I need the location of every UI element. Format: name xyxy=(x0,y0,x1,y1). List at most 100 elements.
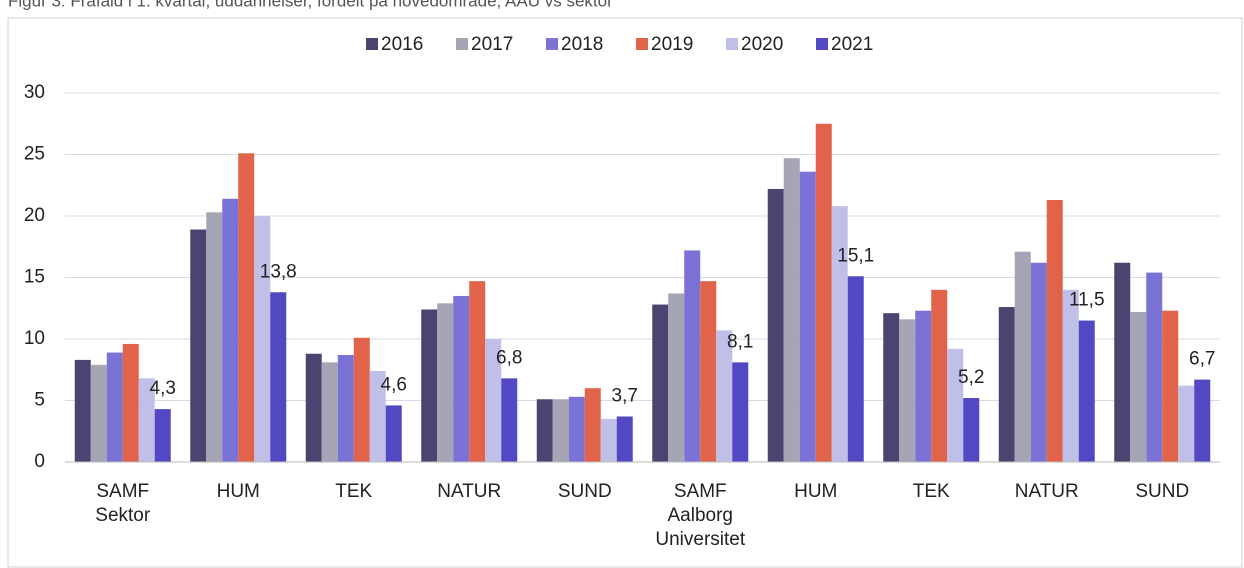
bar xyxy=(799,171,816,462)
bar xyxy=(138,378,155,462)
bar xyxy=(90,364,107,462)
chart-frame xyxy=(7,17,1243,568)
bar xyxy=(1078,320,1095,462)
bar xyxy=(931,289,948,462)
y-tick-label: 30 xyxy=(24,82,45,103)
bar xyxy=(190,229,207,462)
bar xyxy=(1030,262,1047,462)
bar xyxy=(616,416,633,462)
legend-swatch xyxy=(726,38,738,50)
bar xyxy=(831,206,848,462)
bar xyxy=(732,362,749,462)
bar xyxy=(270,292,287,462)
bar xyxy=(883,313,900,462)
bar xyxy=(453,295,470,462)
bar xyxy=(353,337,370,462)
bar xyxy=(74,359,91,462)
bar xyxy=(652,304,669,462)
legend-swatch xyxy=(546,38,558,50)
bar xyxy=(1014,251,1031,462)
bar xyxy=(337,354,354,462)
data-label: 6,7 xyxy=(1189,349,1215,370)
x-tick-label: HUM xyxy=(794,481,837,502)
x-tick-label: TEK xyxy=(335,481,372,502)
data-label: 11,5 xyxy=(1069,290,1105,311)
data-label: 8,1 xyxy=(727,331,753,352)
legend-label: 2018 xyxy=(561,34,603,55)
bar xyxy=(684,250,701,462)
legend-label: 2016 xyxy=(381,34,423,55)
bar xyxy=(1062,289,1079,462)
bar xyxy=(1046,200,1063,462)
bar xyxy=(254,216,271,462)
bar xyxy=(899,319,916,462)
bar xyxy=(584,388,601,462)
data-label: 3,7 xyxy=(612,386,638,407)
bar xyxy=(1178,385,1195,462)
bar xyxy=(552,399,569,462)
bar xyxy=(501,378,518,462)
bar xyxy=(1146,272,1163,462)
data-label: 4,3 xyxy=(150,378,176,399)
x-tick-label: SUND xyxy=(1135,481,1189,502)
x-tick-label: TEK xyxy=(913,481,950,502)
bar xyxy=(421,309,438,462)
data-label: 6,8 xyxy=(496,347,522,368)
legend-label: 2021 xyxy=(831,34,873,55)
bar xyxy=(700,281,717,462)
bar xyxy=(122,343,139,462)
x-tick-label: Universitet xyxy=(655,529,745,550)
legend-label: 2017 xyxy=(471,34,513,55)
x-tick-label: NATUR xyxy=(1015,481,1079,502)
bar xyxy=(847,276,864,462)
bar xyxy=(1130,311,1147,462)
legend-swatch xyxy=(366,38,378,50)
legend-label: 2020 xyxy=(741,34,783,55)
x-tick-label: SAMF xyxy=(674,481,727,502)
y-tick-label: 0 xyxy=(34,451,45,472)
bar xyxy=(1162,310,1179,462)
bar xyxy=(106,352,123,462)
bar xyxy=(668,293,685,462)
bar xyxy=(947,348,964,462)
legend-swatch xyxy=(816,38,828,50)
bar xyxy=(915,310,932,462)
bar xyxy=(206,212,223,462)
legend-label: 2019 xyxy=(651,34,693,55)
data-label: 4,6 xyxy=(381,374,407,395)
data-label: 13,8 xyxy=(260,261,297,282)
y-tick-label: 25 xyxy=(24,144,45,165)
bar xyxy=(305,353,322,462)
x-tick-label: SUND xyxy=(558,481,612,502)
data-label: 15,1 xyxy=(837,245,874,266)
bar xyxy=(385,405,402,462)
bar xyxy=(568,396,585,462)
x-tick-label: HUM xyxy=(217,481,260,502)
bar xyxy=(469,281,486,462)
y-tick-label: 10 xyxy=(24,328,45,349)
bar xyxy=(600,418,617,462)
bar xyxy=(716,330,733,462)
bar xyxy=(1114,262,1131,462)
bar xyxy=(485,339,502,462)
bar xyxy=(998,307,1015,462)
bar xyxy=(154,409,171,462)
legend-swatch xyxy=(636,38,648,50)
chart-title: Figur 3: Frafald i 1. kvartal, uddannels… xyxy=(8,0,613,10)
legend-swatch xyxy=(456,38,468,50)
bar xyxy=(783,158,800,462)
x-tick-label: Aalborg xyxy=(668,505,734,526)
x-tick-label: SAMF xyxy=(96,481,149,502)
y-tick-label: 20 xyxy=(24,205,45,226)
y-tick-label: 15 xyxy=(24,267,45,288)
bar xyxy=(1194,379,1211,462)
y-tick-label: 5 xyxy=(34,390,45,411)
bar xyxy=(437,303,454,462)
bar xyxy=(963,398,980,462)
bar xyxy=(536,399,553,462)
x-tick-label: Sektor xyxy=(95,505,151,526)
data-label: 5,2 xyxy=(958,367,984,388)
x-tick-label: NATUR xyxy=(437,481,501,502)
